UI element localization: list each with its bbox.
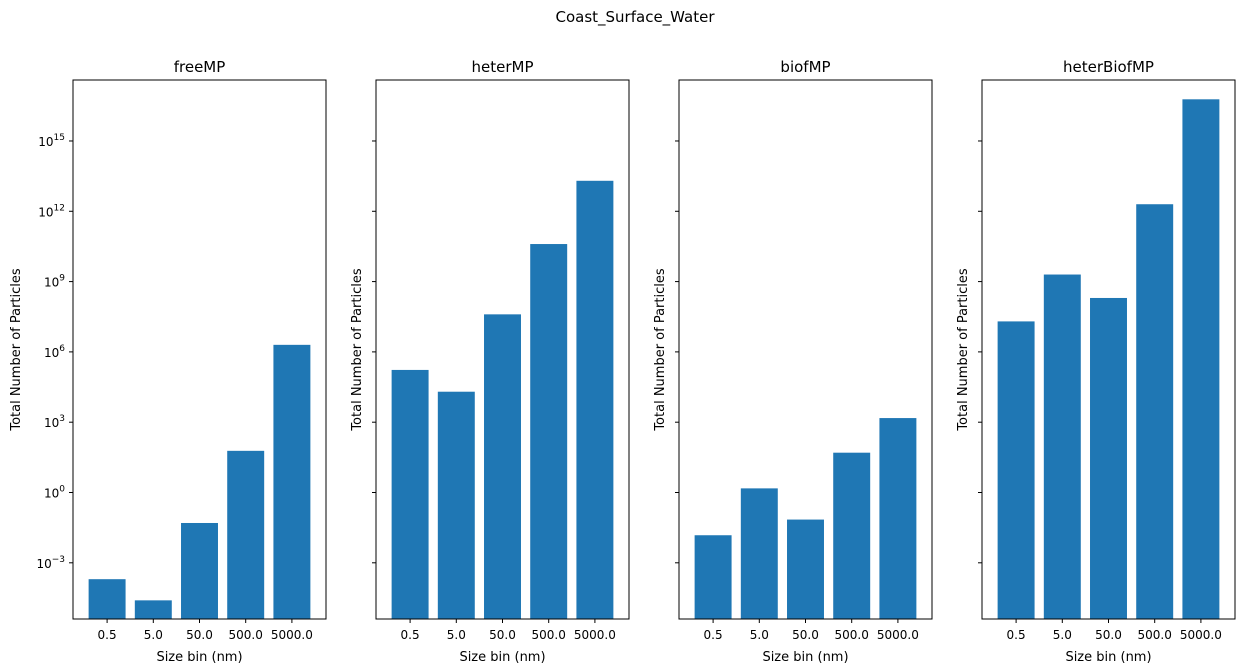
y-tick-label: 10−3 [36,555,65,571]
bar-heterMP-5.0 [437,391,475,619]
x-tick-label: 0.5 [704,628,723,642]
subplot-title: heterBiofMP [1063,58,1154,76]
subplot-title: freeMP [174,58,226,76]
x-tick-label: 500.0 [229,628,263,642]
axes-frame [72,79,327,620]
bar-heterMP-5000.0 [576,180,614,620]
y-tick-label: 109 [44,274,65,290]
x-tick-label: 50.0 [1095,628,1122,642]
y-tick-label: 106 [44,344,65,360]
subplot-heterMP: 0.5 5.0 50.0 500.0 5000.0 heterMP Size bin (nm… [350,58,630,665]
bar-biofMP-0.5 [694,535,732,619]
bar-biofMP-500.0 [833,452,871,619]
x-tick-label: 5.0 [447,628,466,642]
bar-biofMP-5000.0 [879,418,917,619]
x-tick-label: 5000.0 [271,628,313,642]
x-axis-label: Size bin (nm) [459,650,545,665]
y-axis-label: Total Number of Particles [350,268,365,432]
bar-heterBiofMP-50.0 [1090,297,1127,619]
subplot-biofMP: 0.5 5.0 50.0 500.0 5000.0 biofMP Size bin (nm)… [653,58,933,665]
x-tick-label: 50.0 [792,628,819,642]
bar-freeMP-5000.0 [273,344,311,619]
bar-heterBiofMP-5.0 [1043,274,1081,619]
x-tick-label: 0.5 [1007,628,1026,642]
x-tick-label: 5.0 [750,628,769,642]
subplot-freeMP: 0.5 5.0 50.0 500.0 5000.0 10−3 100 103 106 109 101… [9,58,327,665]
x-tick-label: 5.0 [1053,628,1072,642]
axes-frame [981,79,1236,620]
x-tick-label: 500.0 [1138,628,1172,642]
bar-heterBiofMP-0.5 [997,321,1035,619]
bar-heterMP-500.0 [530,244,568,620]
x-axis-label: Size bin (nm) [1065,650,1151,665]
x-tick-label: 50.0 [489,628,516,642]
bar-heterMP-50.0 [484,314,521,619]
y-axis-label: Total Number of Particles [9,268,24,432]
x-tick-label: 500.0 [532,628,566,642]
subplot-title: biofMP [780,58,830,76]
subplot-heterBiofMP: 0.5 5.0 50.0 500.0 5000.0 heterBiofMP Size bin… [956,58,1236,665]
y-axis-label: Total Number of Particles [653,268,668,432]
bar-biofMP-5.0 [740,488,778,619]
figure-suptitle: Coast_Surface_Water [555,8,715,27]
bar-freeMP-0.5 [88,579,126,619]
x-tick-label: 50.0 [186,628,213,642]
bar-freeMP-5.0 [134,600,172,619]
x-axis-label: Size bin (nm) [156,650,242,665]
subplot-title: heterMP [472,58,534,76]
y-tick-label: 103 [44,414,65,430]
bar-freeMP-50.0 [181,522,218,619]
bar-heterBiofMP-5000.0 [1182,99,1220,619]
x-tick-label: 5.0 [144,628,163,642]
bar-heterMP-0.5 [391,369,429,619]
bar-biofMP-50.0 [787,519,824,619]
bar-freeMP-500.0 [227,450,265,619]
y-axis-label: Total Number of Particles [956,268,971,432]
x-tick-label: 5000.0 [1180,628,1222,642]
y-tick-label: 100 [44,485,65,501]
x-tick-label: 5000.0 [877,628,919,642]
y-tick-label: 1015 [38,133,65,149]
x-axis-label: Size bin (nm) [762,650,848,665]
x-tick-label: 5000.0 [574,628,616,642]
y-tick-label: 1012 [38,203,65,219]
axes-frame [678,79,933,620]
subplot-panels: 0.5 5.0 50.0 500.0 5000.0 10−3 100 103 106 109 101… [9,58,1236,665]
x-tick-label: 0.5 [98,628,117,642]
x-tick-label: 500.0 [835,628,869,642]
bar-heterBiofMP-500.0 [1136,204,1174,620]
x-tick-label: 0.5 [401,628,420,642]
axes-frame [375,79,630,620]
